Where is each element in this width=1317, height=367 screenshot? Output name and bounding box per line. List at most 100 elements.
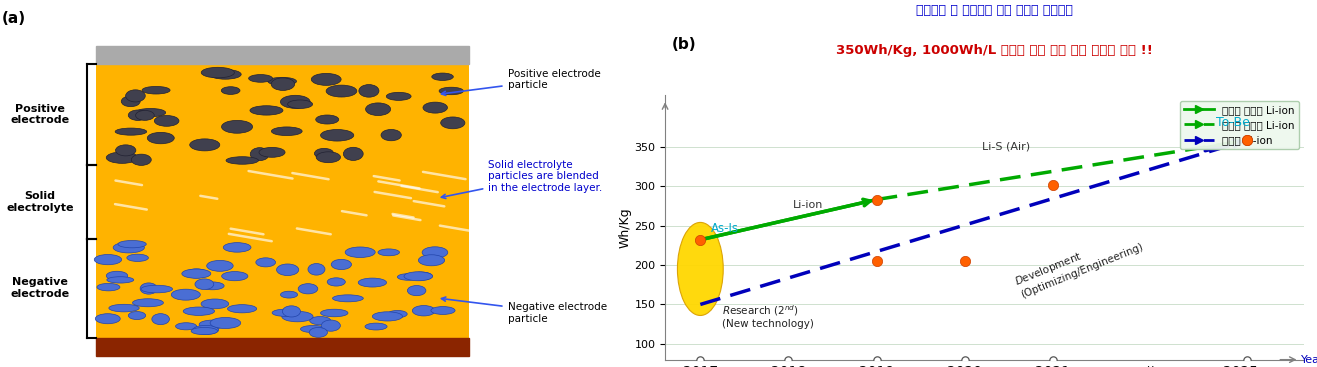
- Ellipse shape: [432, 73, 453, 80]
- Ellipse shape: [412, 306, 435, 316]
- Ellipse shape: [441, 117, 465, 129]
- Text: //: //: [1146, 364, 1154, 367]
- Text: Positive
electrode: Positive electrode: [11, 104, 70, 126]
- Ellipse shape: [202, 299, 229, 309]
- Ellipse shape: [151, 314, 170, 325]
- Ellipse shape: [327, 85, 357, 97]
- Ellipse shape: [327, 278, 345, 286]
- Ellipse shape: [378, 249, 399, 256]
- Ellipse shape: [358, 84, 379, 97]
- Text: $R$esearch (2$^{nd}$)
(New technology): $R$esearch (2$^{nd}$) (New technology): [722, 303, 814, 329]
- Ellipse shape: [250, 106, 283, 115]
- Bar: [96, 46, 469, 64]
- Text: To-Be: To-Be: [1216, 116, 1250, 129]
- Y-axis label: Wh/Kg: Wh/Kg: [619, 207, 631, 248]
- Ellipse shape: [95, 254, 121, 265]
- Ellipse shape: [175, 323, 196, 330]
- Ellipse shape: [148, 132, 174, 144]
- Ellipse shape: [365, 323, 387, 330]
- Ellipse shape: [398, 274, 419, 280]
- Point: [867, 258, 888, 264]
- Ellipse shape: [331, 259, 352, 270]
- Text: (b): (b): [672, 37, 697, 52]
- Bar: [96, 165, 469, 239]
- Ellipse shape: [207, 260, 233, 271]
- Ellipse shape: [128, 110, 148, 120]
- Text: $D$evelopment
(Optimizing/Engineering): $D$evelopment (Optimizing/Engineering): [1013, 227, 1144, 300]
- Ellipse shape: [407, 286, 425, 296]
- Point: [954, 357, 975, 363]
- Ellipse shape: [190, 139, 220, 151]
- Ellipse shape: [109, 304, 140, 312]
- Ellipse shape: [309, 316, 331, 325]
- Ellipse shape: [439, 87, 464, 95]
- Ellipse shape: [113, 242, 145, 253]
- Ellipse shape: [267, 77, 296, 85]
- Ellipse shape: [95, 314, 120, 324]
- Ellipse shape: [271, 78, 295, 90]
- Ellipse shape: [115, 128, 146, 135]
- Ellipse shape: [411, 272, 432, 280]
- Ellipse shape: [431, 306, 456, 315]
- Ellipse shape: [195, 279, 213, 290]
- Ellipse shape: [271, 127, 302, 135]
- Ellipse shape: [386, 92, 411, 100]
- Point: [1042, 357, 1063, 363]
- Ellipse shape: [259, 148, 284, 157]
- Ellipse shape: [281, 291, 298, 298]
- Ellipse shape: [273, 309, 299, 316]
- Text: As-Is: As-Is: [711, 222, 739, 235]
- Point: [867, 197, 888, 203]
- Ellipse shape: [316, 152, 341, 163]
- Text: Solid electrolyte
particles are blended
in the electrode layer.: Solid electrolyte particles are blended …: [441, 160, 602, 199]
- Ellipse shape: [373, 312, 403, 321]
- Text: Li-ion: Li-ion: [793, 200, 823, 210]
- Ellipse shape: [107, 271, 128, 280]
- Point: [778, 357, 799, 363]
- Ellipse shape: [287, 100, 312, 109]
- Ellipse shape: [381, 130, 402, 141]
- Ellipse shape: [281, 95, 309, 108]
- Ellipse shape: [308, 264, 325, 275]
- Ellipse shape: [116, 145, 136, 156]
- Ellipse shape: [128, 312, 146, 320]
- Ellipse shape: [221, 272, 248, 281]
- Ellipse shape: [315, 148, 333, 159]
- Bar: [96, 338, 469, 356]
- Ellipse shape: [154, 116, 179, 126]
- Point: [1237, 357, 1258, 363]
- Ellipse shape: [404, 272, 433, 281]
- Ellipse shape: [309, 327, 328, 337]
- Ellipse shape: [677, 222, 723, 316]
- Ellipse shape: [136, 108, 166, 117]
- Ellipse shape: [182, 269, 211, 278]
- Ellipse shape: [345, 247, 375, 258]
- Text: Li-S (Air): Li-S (Air): [982, 141, 1030, 152]
- Ellipse shape: [183, 307, 215, 315]
- Ellipse shape: [107, 152, 138, 163]
- Ellipse shape: [300, 326, 327, 333]
- Ellipse shape: [202, 67, 234, 78]
- Ellipse shape: [211, 317, 241, 328]
- Text: (a): (a): [1, 11, 25, 26]
- Text: Solid
electrolyte: Solid electrolyte: [7, 191, 74, 212]
- Ellipse shape: [141, 285, 173, 293]
- Text: Positive electrode
particle: Positive electrode particle: [441, 69, 601, 95]
- Point: [690, 357, 711, 363]
- Ellipse shape: [186, 269, 207, 278]
- Text: Negative
electrode: Negative electrode: [11, 277, 70, 299]
- Ellipse shape: [107, 277, 134, 283]
- Ellipse shape: [133, 299, 163, 307]
- Ellipse shape: [277, 264, 299, 276]
- Ellipse shape: [224, 243, 252, 252]
- Ellipse shape: [140, 283, 157, 294]
- Ellipse shape: [221, 87, 240, 94]
- Ellipse shape: [282, 306, 300, 317]
- Ellipse shape: [423, 247, 448, 258]
- Ellipse shape: [423, 102, 448, 113]
- Point: [1237, 138, 1258, 143]
- Point: [867, 357, 888, 363]
- Point: [954, 258, 975, 264]
- Ellipse shape: [209, 70, 241, 79]
- Ellipse shape: [316, 115, 338, 124]
